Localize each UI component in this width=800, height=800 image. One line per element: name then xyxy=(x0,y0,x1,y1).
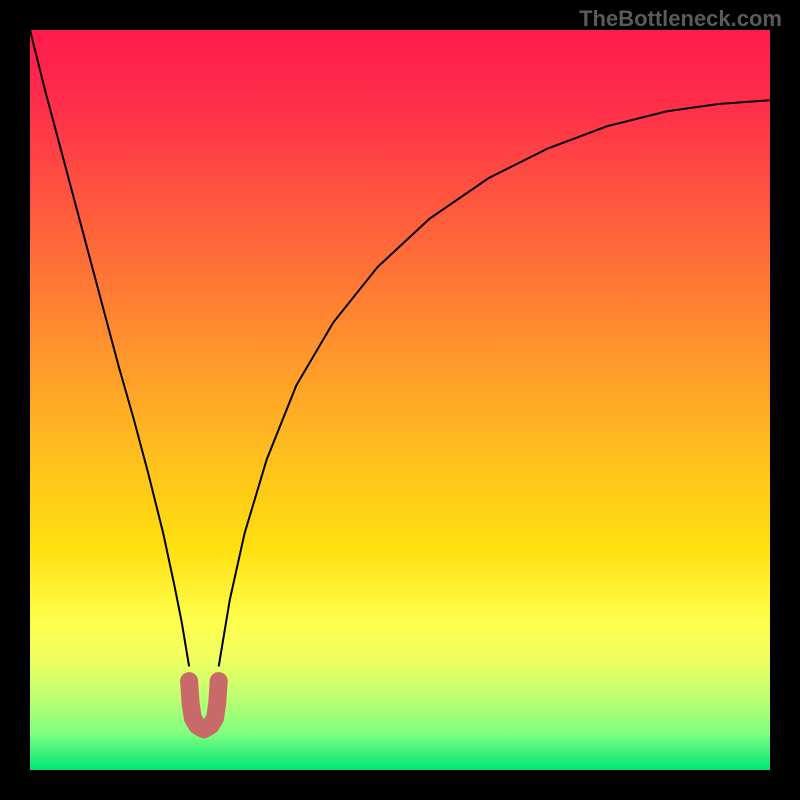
curve-left-branch xyxy=(30,30,189,666)
valley-marker-endpoint xyxy=(210,672,228,690)
chart-container: TheBottleneck.com xyxy=(0,0,800,800)
watermark-text: TheBottleneck.com xyxy=(579,6,782,32)
valley-marker-endpoint xyxy=(180,672,198,690)
bottleneck-curve-chart xyxy=(30,30,770,770)
curve-right-branch xyxy=(219,100,770,666)
